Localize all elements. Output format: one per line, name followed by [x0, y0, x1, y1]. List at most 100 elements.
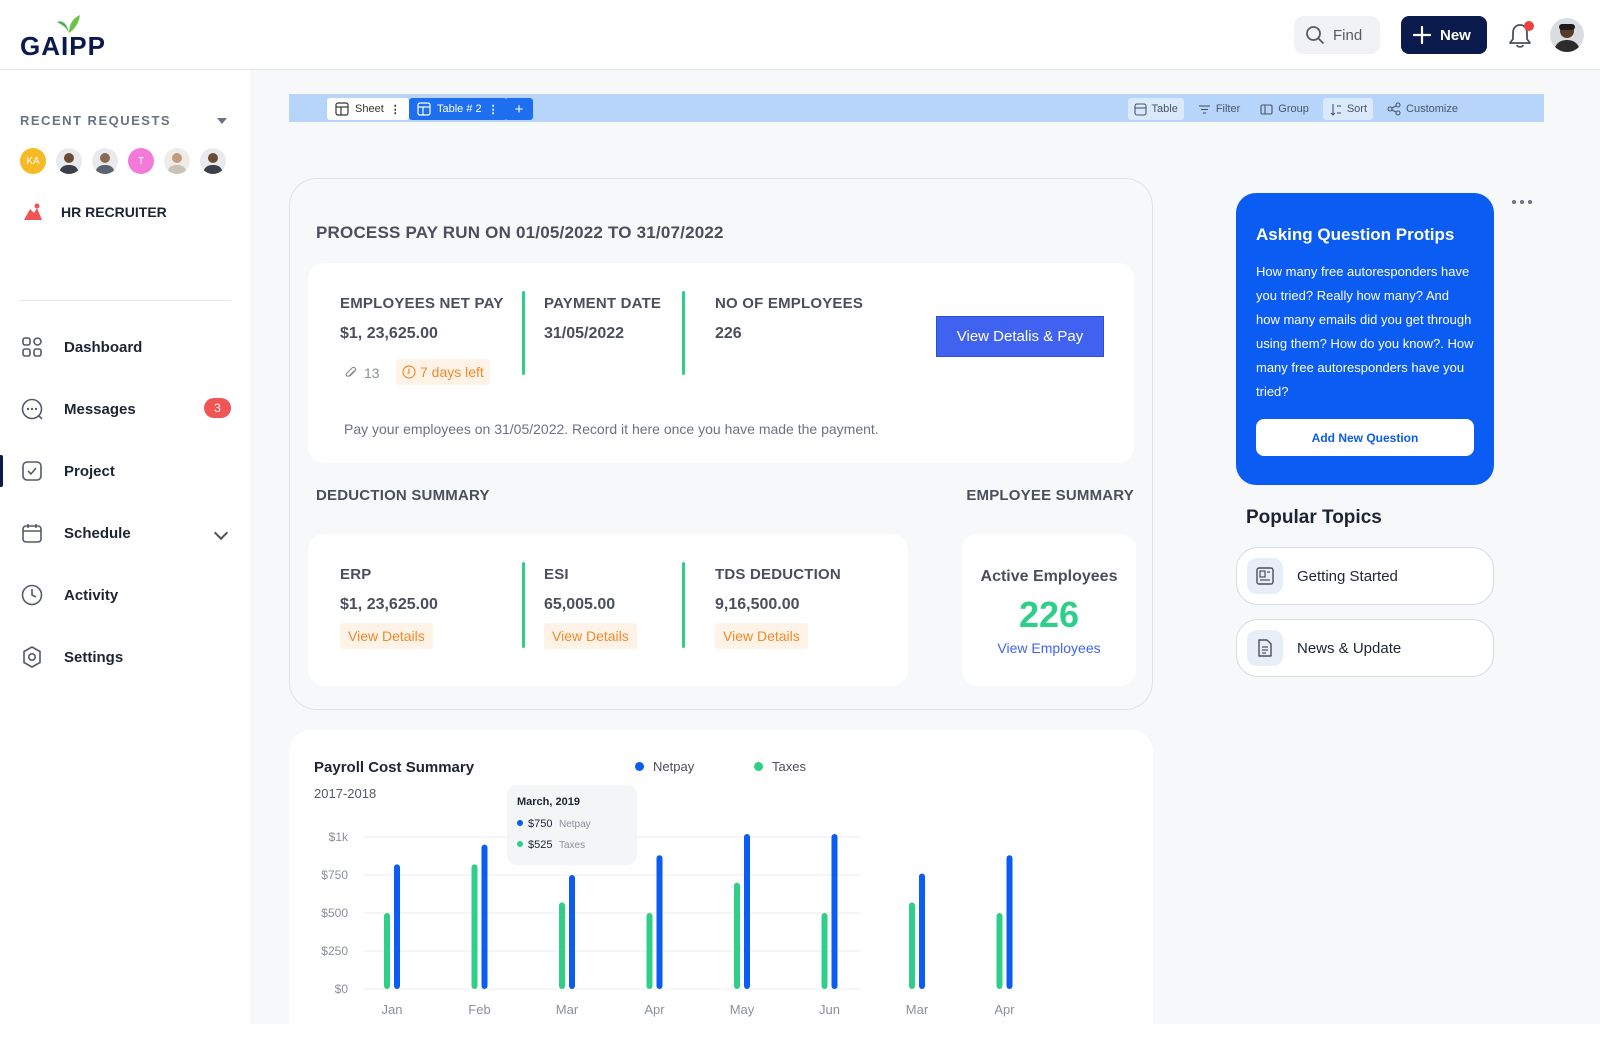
topic-news-update[interactable]: News & Update	[1236, 619, 1494, 677]
avatar[interactable]	[92, 148, 118, 174]
tooltip-netpay-value: $750	[528, 818, 552, 830]
pay-run-title: PROCESS PAY RUN ON 01/05/2022 TO 31/07/2…	[316, 223, 724, 242]
topic-label: News & Update	[1297, 639, 1402, 657]
bar-netpay	[394, 864, 400, 989]
employee-summary-title: EMPLOYEE SUMMARY	[966, 487, 1134, 504]
more-options-icon[interactable]	[1512, 200, 1532, 204]
new-button[interactable]: New	[1401, 16, 1487, 54]
plus-icon	[1413, 26, 1431, 44]
logo[interactable]: GAIPP	[20, 14, 130, 61]
avatar[interactable]	[200, 148, 226, 174]
filter-button[interactable]: Filter	[1192, 98, 1246, 120]
sort-button[interactable]: Sort	[1322, 98, 1374, 120]
popular-topics-title: Popular Topics	[1246, 507, 1382, 528]
table-view-button[interactable]: Table	[1127, 98, 1184, 120]
chart-title: Payroll Cost Summary	[314, 759, 475, 776]
attachments[interactable]: 13	[344, 365, 380, 381]
separator	[682, 291, 685, 375]
employees-stat: NO OF EMPLOYEES 226	[715, 295, 863, 343]
tds-stat: TDS DEDUCTION 9,16,500.00	[715, 566, 841, 614]
tooltip-dot	[517, 841, 523, 847]
hr-recruiter-label: HR RECRUITER	[61, 204, 167, 220]
nav-label: Schedule	[64, 524, 131, 542]
view-employees-link[interactable]: View Employees	[997, 640, 1101, 656]
kebab-icon[interactable]: ⋮	[389, 103, 401, 116]
bar-netpay	[744, 833, 750, 989]
topic-label: Getting Started	[1297, 567, 1398, 585]
find-label: Find	[1333, 26, 1363, 44]
topic-getting-started[interactable]: Getting Started	[1236, 547, 1494, 605]
tab-table-2[interactable]: Table # 2 ⋮	[409, 98, 507, 120]
sidebar: RECENT REQUESTS KA T HR RECRUITER Das	[0, 70, 250, 1024]
tab-sheet[interactable]: Sheet ⋮	[327, 98, 409, 120]
attachment-count: 13	[364, 365, 380, 381]
recent-avatars: KA T	[20, 148, 226, 174]
add-tab-button[interactable]: +	[505, 98, 533, 120]
stat-label: ESI	[544, 566, 569, 583]
customize-button[interactable]: Customize	[1381, 98, 1464, 120]
caret-down-icon[interactable]	[217, 118, 227, 124]
stat-label: TDS DEDUCTION	[715, 566, 841, 583]
nav-item-schedule[interactable]: Schedule	[0, 502, 250, 564]
view-details-pay-button[interactable]: View Detalis & Pay	[936, 316, 1104, 357]
nav-label: Settings	[64, 648, 124, 666]
legend-dot	[754, 762, 763, 771]
clock-icon	[20, 583, 44, 607]
active-employees-label: Active Employees	[980, 568, 1118, 585]
deduction-summary-title: DEDUCTION SUMMARY	[316, 487, 490, 504]
nav-item-messages[interactable]: Messages 3	[0, 378, 250, 440]
legend-taxes: Taxes	[754, 759, 806, 774]
group-icon	[1260, 103, 1273, 115]
active-employees-count: 226	[1018, 594, 1080, 635]
stat-value: 9,16,500.00	[715, 596, 800, 613]
avatar[interactable]	[164, 148, 190, 174]
tds-view-details[interactable]: View Details	[715, 623, 808, 649]
bar-netpay	[569, 875, 575, 989]
toolbar-actions: Table Filter Group Sort Customize	[1127, 98, 1464, 120]
search-icon	[1306, 26, 1324, 44]
x-tick-label: May	[730, 1002, 755, 1017]
y-tick-label: $0	[335, 982, 349, 996]
document-icon	[1247, 630, 1283, 666]
recent-requests-title: RECENT REQUESTS	[20, 113, 172, 128]
erp-view-details[interactable]: View Details	[340, 623, 433, 649]
stat-value: $1, 23,625.00	[340, 325, 438, 342]
avatar-image	[1550, 18, 1584, 52]
nav-item-activity[interactable]: Activity	[0, 564, 250, 626]
nav-label: Dashboard	[64, 338, 143, 356]
sort-label: Sort	[1346, 103, 1368, 115]
legend-dot	[635, 762, 644, 771]
clock-icon	[402, 365, 416, 379]
avatar[interactable]	[56, 148, 82, 174]
nav-label: Project	[64, 462, 115, 480]
x-tick-label: Mar	[906, 1002, 929, 1017]
chevron-down-icon[interactable]	[213, 525, 229, 541]
top-bar: GAIPP Find New	[0, 0, 1600, 70]
x-tick-label: Apr	[994, 1002, 1015, 1017]
add-new-question-button[interactable]: Add New Question	[1256, 419, 1474, 456]
protips-card: Asking Question Protips How many free au…	[1236, 193, 1494, 485]
esi-view-details[interactable]: View Details	[544, 623, 637, 649]
group-button[interactable]: Group	[1254, 98, 1315, 120]
kebab-icon[interactable]: ⋮	[487, 103, 499, 116]
bar-netpay	[1006, 855, 1013, 989]
y-tick-label: $750	[321, 868, 348, 882]
employee-summary: Active Employees 226 View Employees	[962, 534, 1136, 686]
bar-netpay	[481, 844, 488, 989]
bar-taxes	[471, 864, 478, 989]
nav-item-dashboard[interactable]: Dashboard	[0, 316, 250, 378]
nav-item-settings[interactable]: Settings	[0, 626, 250, 688]
hr-recruiter-item[interactable]: HR RECRUITER	[22, 203, 167, 221]
stat-value: $1, 23,625.00	[340, 596, 438, 613]
nav-item-project[interactable]: Project	[0, 440, 250, 502]
separator	[682, 562, 685, 648]
find-button[interactable]: Find	[1294, 16, 1380, 54]
avatar[interactable]: KA	[20, 148, 46, 174]
table-icon	[335, 102, 349, 116]
user-avatar[interactable]	[1550, 18, 1584, 52]
table-icon	[1133, 102, 1147, 116]
payroll-chart-card: Payroll Cost Summary 2017-2018 Netpay Ta…	[289, 730, 1153, 1050]
bar-netpay	[831, 833, 838, 989]
avatar[interactable]: T	[128, 148, 154, 174]
payroll-chart: $1k $750 $500 $250 $0 Jan Feb Mar Apr May Jun Mar Ap…	[321, 785, 1015, 1017]
